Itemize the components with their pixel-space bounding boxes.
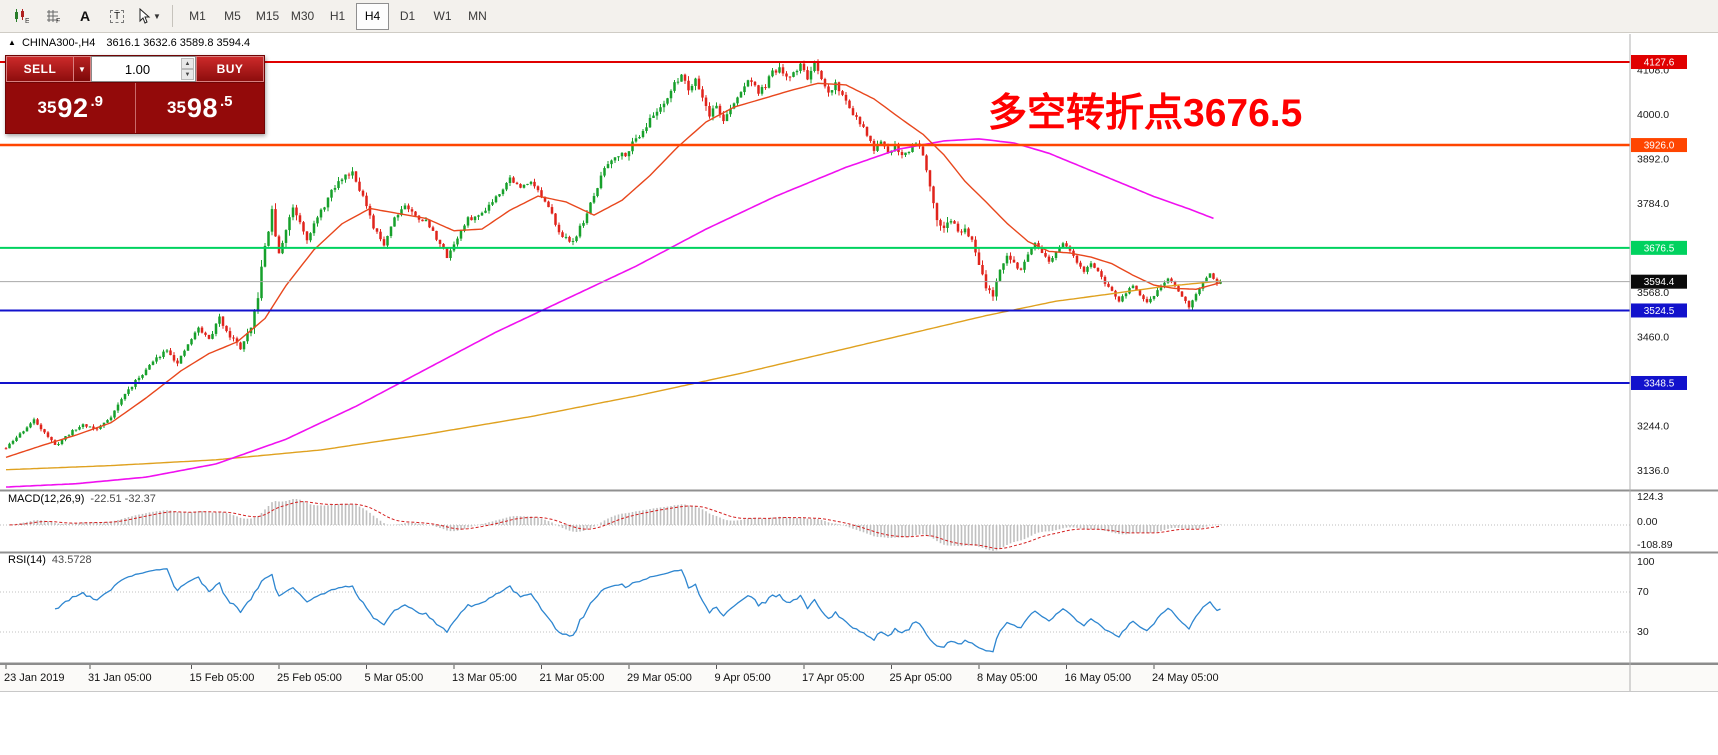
- toolbar-separator: [172, 5, 173, 27]
- lot-size-field: ▲ ▼: [91, 56, 196, 82]
- timeframe-button-m5[interactable]: M5: [224, 9, 241, 23]
- candles-layer: [4, 59, 1222, 450]
- ma-fast-line: [5, 82, 1221, 459]
- svg-text:F: F: [56, 18, 60, 24]
- svg-text:E: E: [25, 18, 29, 24]
- price-tick-label: 3892.0: [1637, 154, 1669, 166]
- rsi-scale-label: 100: [1637, 556, 1655, 568]
- grid-icon: F: [45, 8, 61, 24]
- time-tick-label: 25 Feb 05:00: [277, 672, 342, 684]
- time-tick-label: 17 Apr 05:00: [802, 672, 864, 684]
- time-tick-label: 15 Feb 05:00: [190, 672, 255, 684]
- time-tick-label: 9 Apr 05:00: [715, 672, 771, 684]
- price-level-tag: 4127.6: [1644, 58, 1675, 69]
- text-a-icon: A: [79, 8, 91, 24]
- toolbar: E F A T ▼ M1 M5 M: [0, 0, 1718, 33]
- time-tick-label: 5 Mar 05:00: [365, 672, 424, 684]
- timeframe-button-mn[interactable]: MN: [468, 9, 487, 23]
- time-tick-label: 24 May 05:00: [1152, 672, 1219, 684]
- macd-name: MACD(12,26,9): [8, 493, 85, 505]
- time-tick-label: 16 May 05:00: [1065, 672, 1132, 684]
- chart-annotation-text: 多空转折点3676.5: [988, 92, 1303, 135]
- time-tick-label: 21 Mar 05:00: [540, 672, 605, 684]
- chevron-down-icon: ▼: [78, 64, 86, 74]
- price-tick-label: 3244.0: [1637, 421, 1669, 433]
- price-level-tag: 3926.0: [1644, 141, 1675, 152]
- time-tick-label: 23 Jan 2019: [4, 672, 65, 684]
- quote-header: ▲ CHINA300-,H4 3616.1 3632.6 3589.8 3594…: [8, 37, 250, 49]
- chart-type-button[interactable]: E: [6, 3, 36, 30]
- buy-price-display[interactable]: 35 98.5: [136, 83, 265, 133]
- indicator-grid-button[interactable]: F: [38, 3, 68, 30]
- buy-price-main: 98: [186, 92, 218, 123]
- macd-scale-label: 124.3: [1637, 491, 1663, 503]
- time-tick-label: 25 Apr 05:00: [890, 672, 952, 684]
- price-axis: 4108.04000.03892.03784.03676.03568.03460…: [1629, 34, 1673, 691]
- sell-price-display[interactable]: 35 92.9: [6, 83, 136, 133]
- buy-price-frac: .5: [219, 92, 233, 110]
- macd-panel: [0, 499, 1630, 551]
- panel-separators: [0, 489, 1718, 692]
- price-tick-label: 3568.0: [1637, 287, 1669, 299]
- ohlc-values: 3616.1 3632.6 3589.8 3594.4: [106, 37, 251, 49]
- timeframe-button-m15[interactable]: M15: [255, 9, 280, 23]
- time-axis: 23 Jan 2019 31 Jan 05:00 15 Feb 05:00 25 Fe…: [4, 665, 1219, 684]
- symbol-name: CHINA300-,H4: [21, 37, 96, 49]
- candlestick-chart-icon: E: [13, 8, 29, 24]
- macd-scale-label: 0.00: [1637, 516, 1658, 528]
- ma-slow-line: [5, 280, 1221, 471]
- chevron-down-icon: ▼: [153, 11, 161, 21]
- rsi-label: RSI(14) 43.5728: [8, 554, 92, 566]
- cursor-tool-button[interactable]: ▼: [134, 3, 164, 30]
- price-level-tag: 3594.4: [1644, 277, 1675, 288]
- price-level-tag: 3676.5: [1644, 243, 1675, 254]
- macd-label: MACD(12,26,9) -22.51 -32.37: [8, 493, 156, 505]
- price-tags: 4127.6 3926.0 3676.5 3524.5 3348.5 3594.4: [1631, 55, 1687, 390]
- timeframe-button-m1[interactable]: M1: [189, 9, 206, 23]
- rsi-value: 43.5728: [51, 554, 92, 566]
- rsi-scale-label: 30: [1637, 626, 1649, 638]
- timeframe-button-d1[interactable]: D1: [399, 9, 416, 23]
- rsi-panel: [0, 568, 1630, 653]
- lot-size-input[interactable]: [92, 57, 195, 81]
- rsi-name: RSI(14): [8, 554, 46, 566]
- buy-price-prefix: 35: [167, 98, 186, 117]
- price-tick-label: 3784.0: [1637, 198, 1669, 210]
- timeframe-button-h4[interactable]: H4: [356, 2, 389, 30]
- time-tick-label: 8 May 05:00: [977, 672, 1038, 684]
- lot-increase-button[interactable]: ▲: [181, 58, 194, 69]
- order-options-dropdown[interactable]: ▼: [74, 56, 91, 82]
- text-label-tool-button[interactable]: A: [70, 3, 100, 30]
- time-tick-label: 31 Jan 05:00: [88, 672, 152, 684]
- lot-decrease-button[interactable]: ▼: [181, 69, 194, 80]
- sell-price-frac: .9: [90, 92, 103, 110]
- time-tick-label: 29 Mar 05:00: [627, 672, 692, 684]
- price-tick-label: 3460.0: [1637, 332, 1669, 344]
- level-lines-layer: [0, 61, 1630, 384]
- rsi-scale-label: 70: [1637, 586, 1649, 598]
- macd-values: -22.51 -32.37: [90, 493, 156, 505]
- cursor-icon: [137, 8, 151, 24]
- timeframe-button-m30[interactable]: M30: [290, 9, 315, 23]
- buy-button[interactable]: BUY: [196, 56, 264, 82]
- sell-button[interactable]: SELL: [6, 56, 74, 82]
- sell-price-prefix: 35: [37, 98, 57, 117]
- text-box-icon: T: [109, 9, 125, 23]
- price-level-tag: 3348.5: [1644, 378, 1675, 389]
- text-box-tool-button[interactable]: T: [102, 3, 132, 30]
- sell-price-main: 92: [57, 92, 89, 123]
- ma-mid-line: [5, 138, 1214, 488]
- price-tick-label: 4000.0: [1637, 109, 1669, 121]
- macd-scale-label: -108.89: [1637, 539, 1673, 551]
- timeframe-button-h1[interactable]: H1: [329, 9, 346, 23]
- time-tick-label: 13 Mar 05:00: [452, 672, 517, 684]
- price-tick-label: 3136.0: [1637, 465, 1669, 477]
- symbol-marker-icon: ▲: [8, 38, 16, 47]
- price-level-tag: 3524.5: [1644, 306, 1675, 317]
- timeframe-button-w1[interactable]: W1: [433, 9, 452, 23]
